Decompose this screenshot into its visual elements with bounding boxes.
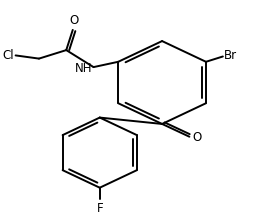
- Text: O: O: [69, 14, 79, 27]
- Text: F: F: [96, 202, 103, 215]
- Text: Br: Br: [224, 49, 237, 62]
- Text: NH: NH: [75, 62, 92, 75]
- Text: Cl: Cl: [2, 49, 13, 62]
- Text: O: O: [192, 131, 202, 144]
